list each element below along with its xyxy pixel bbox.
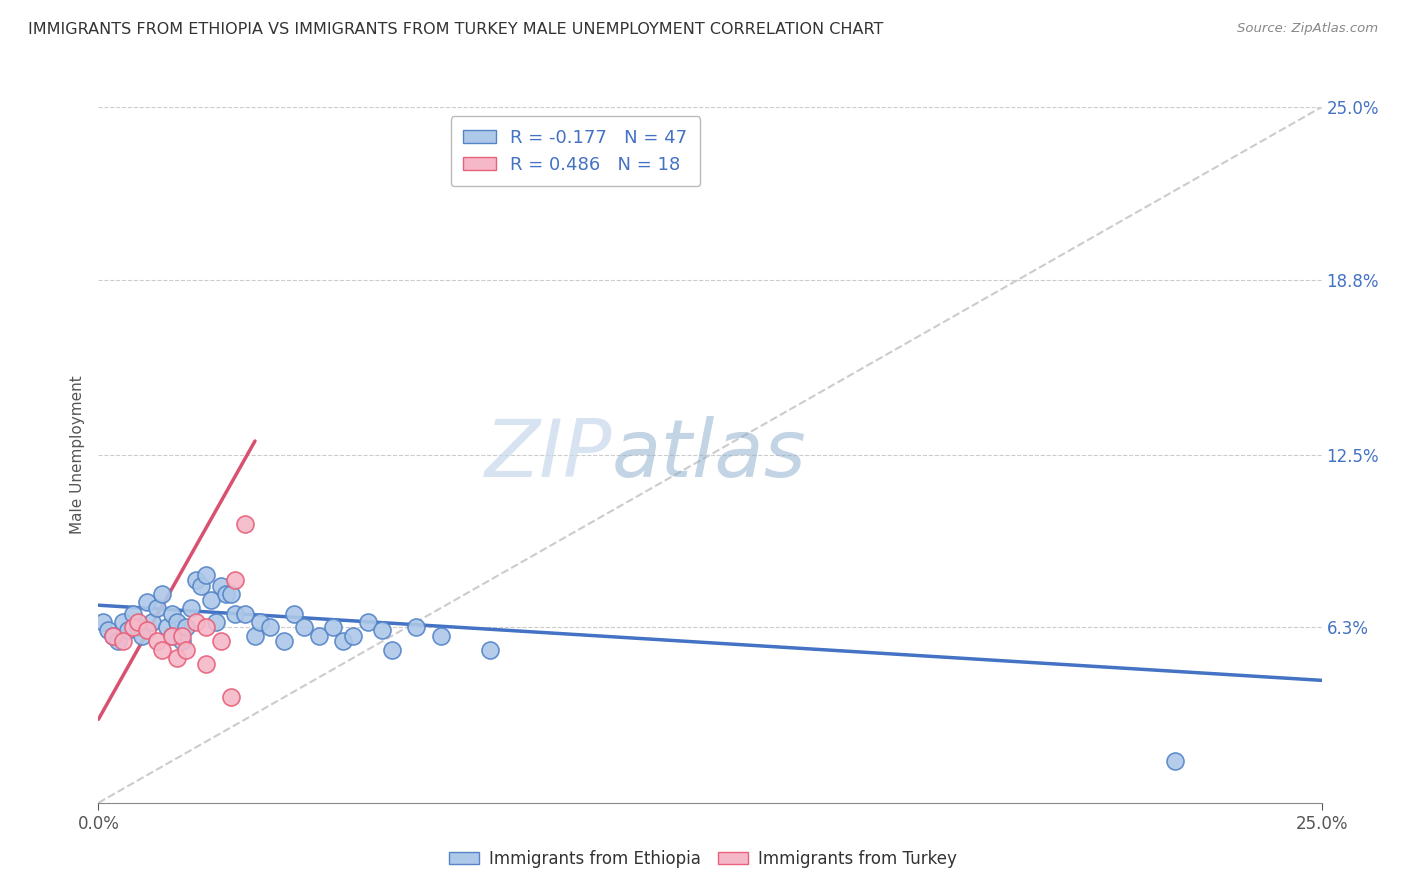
Point xyxy=(170,629,193,643)
Point xyxy=(176,620,198,634)
Point xyxy=(224,573,246,587)
Legend: Immigrants from Ethiopia, Immigrants from Turkey: Immigrants from Ethiopia, Immigrants fro… xyxy=(443,844,963,875)
Point xyxy=(195,657,218,671)
Point xyxy=(1164,754,1187,768)
Point xyxy=(283,607,305,621)
Point xyxy=(107,634,129,648)
Point xyxy=(195,567,218,582)
Point xyxy=(224,607,246,621)
Point xyxy=(127,620,149,634)
Point xyxy=(219,690,242,704)
Point xyxy=(259,620,281,634)
Point xyxy=(381,642,404,657)
Text: atlas: atlas xyxy=(612,416,807,494)
Point xyxy=(371,624,394,638)
Point xyxy=(141,615,163,629)
Point xyxy=(405,620,427,634)
Point xyxy=(205,615,228,629)
Legend: R = -0.177   N = 47, R = 0.486   N = 18: R = -0.177 N = 47, R = 0.486 N = 18 xyxy=(451,116,700,186)
Point xyxy=(166,651,188,665)
Point xyxy=(166,615,188,629)
Point xyxy=(111,615,134,629)
Point xyxy=(209,579,232,593)
Point xyxy=(170,634,193,648)
Point xyxy=(136,595,159,609)
Point xyxy=(308,629,330,643)
Point xyxy=(101,629,124,643)
Point xyxy=(273,634,295,648)
Point xyxy=(160,607,183,621)
Point xyxy=(127,615,149,629)
Point xyxy=(121,620,143,634)
Point xyxy=(430,629,453,643)
Point xyxy=(111,634,134,648)
Point xyxy=(160,629,183,643)
Text: ZIP: ZIP xyxy=(485,416,612,494)
Point xyxy=(233,607,256,621)
Point xyxy=(150,642,173,657)
Point xyxy=(160,629,183,643)
Point xyxy=(214,587,236,601)
Point xyxy=(332,634,354,648)
Point xyxy=(131,629,153,643)
Point xyxy=(150,587,173,601)
Point xyxy=(146,601,169,615)
Point xyxy=(186,615,208,629)
Point xyxy=(292,620,315,634)
Point xyxy=(190,579,212,593)
Point xyxy=(249,615,271,629)
Point xyxy=(478,642,501,657)
Point xyxy=(97,624,120,638)
Point xyxy=(200,592,222,607)
Point xyxy=(146,634,169,648)
Point xyxy=(136,624,159,638)
Point xyxy=(121,607,143,621)
Text: IMMIGRANTS FROM ETHIOPIA VS IMMIGRANTS FROM TURKEY MALE UNEMPLOYMENT CORRELATION: IMMIGRANTS FROM ETHIOPIA VS IMMIGRANTS F… xyxy=(28,22,883,37)
Y-axis label: Male Unemployment: Male Unemployment xyxy=(69,376,84,534)
Point xyxy=(91,615,114,629)
Point xyxy=(156,620,179,634)
Text: Source: ZipAtlas.com: Source: ZipAtlas.com xyxy=(1237,22,1378,36)
Point xyxy=(342,629,364,643)
Point xyxy=(117,624,139,638)
Point xyxy=(219,587,242,601)
Point xyxy=(209,634,232,648)
Point xyxy=(176,642,198,657)
Point xyxy=(101,629,124,643)
Point xyxy=(186,573,208,587)
Point xyxy=(243,629,266,643)
Point xyxy=(180,601,202,615)
Point xyxy=(356,615,378,629)
Point xyxy=(322,620,344,634)
Point xyxy=(195,620,218,634)
Point xyxy=(233,517,256,532)
